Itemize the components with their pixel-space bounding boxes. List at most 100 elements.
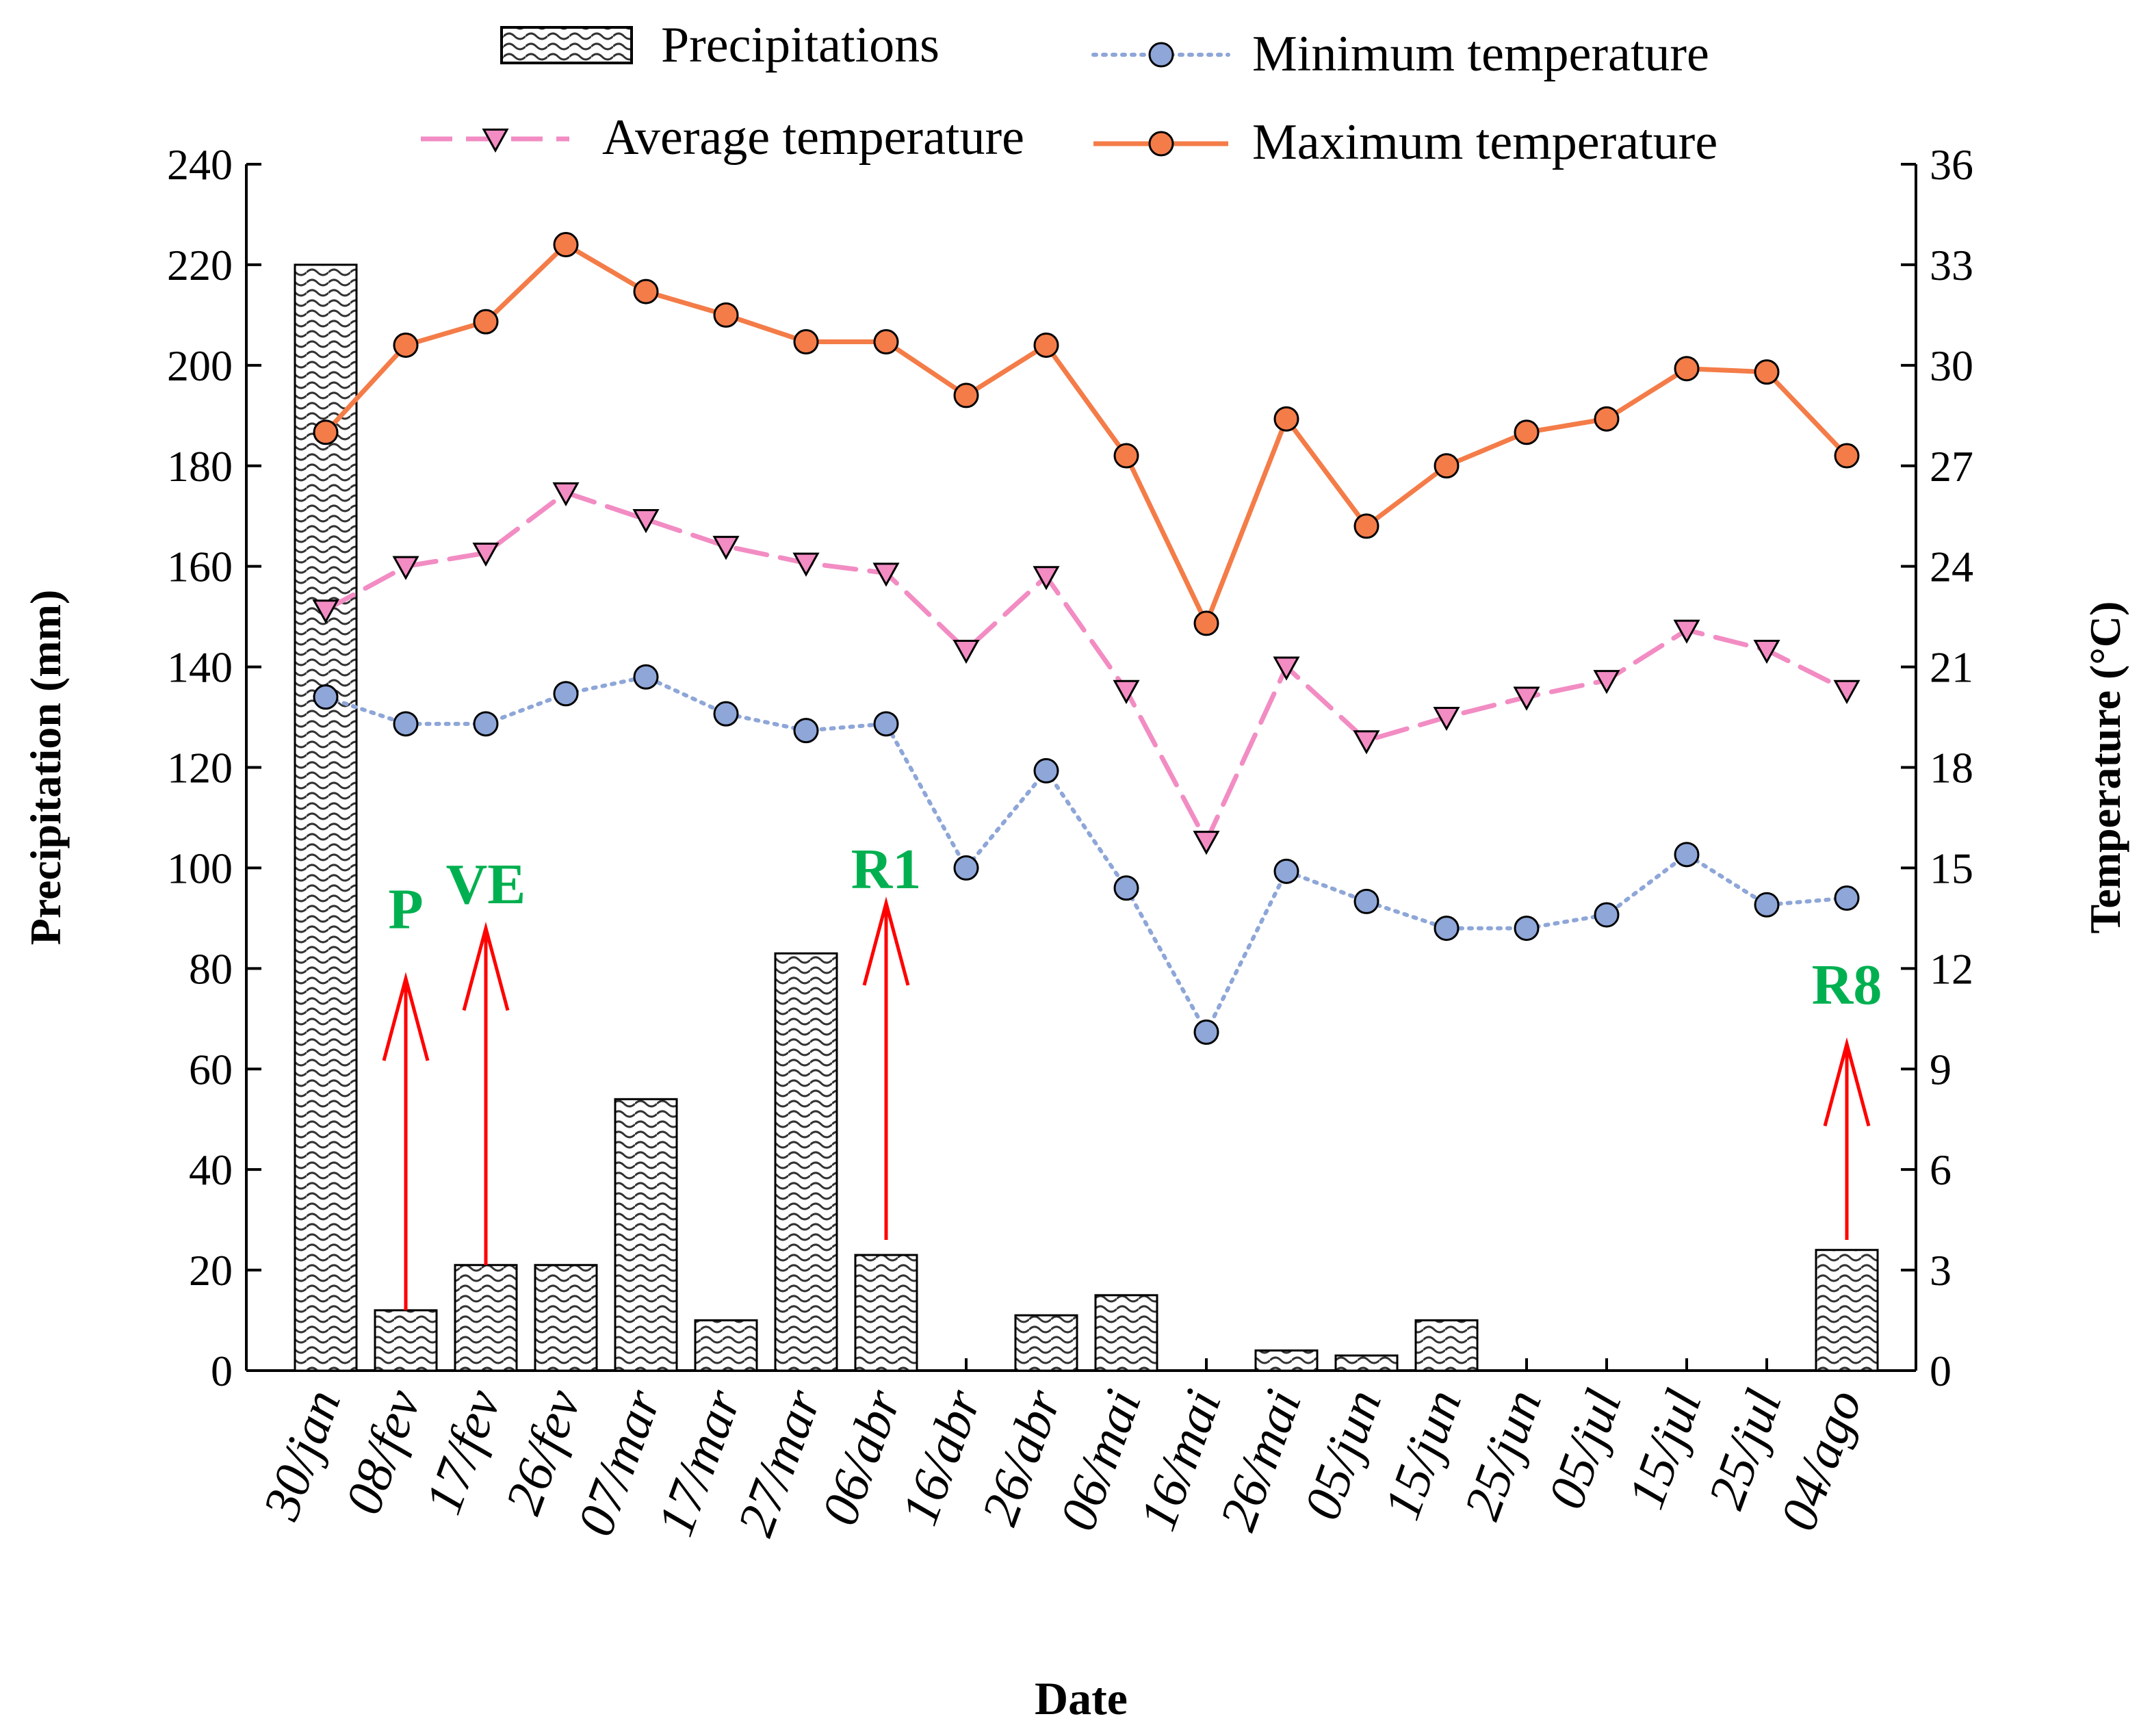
left-y-tick-label: 200: [167, 341, 233, 390]
right-y-tick-label: 27: [1930, 442, 1973, 491]
legend-precipitation-swatch: [500, 26, 633, 64]
avg-temperature-point: [1193, 831, 1220, 855]
avg-temperature-point: [1273, 656, 1300, 681]
stage-arrow-head: [382, 972, 430, 1061]
right-y-tick-label: 30: [1930, 341, 1973, 390]
legend-avg-label: Average temperature: [602, 109, 1024, 166]
avg-temperature-line: [323, 490, 1850, 847]
precipitation-bar: [294, 263, 358, 1372]
precipitation-bar: [1254, 1349, 1319, 1372]
min-temperature-point: [953, 855, 979, 881]
left-y-tick-label: 140: [167, 643, 233, 692]
avg-temperature-point: [1513, 686, 1540, 711]
min-temperature-point: [1273, 858, 1299, 884]
avg-temperature-point: [792, 552, 820, 577]
avg-temperature-point: [1833, 679, 1861, 704]
max-temperature-point: [633, 278, 659, 305]
right-y-tick-label: 0: [1930, 1347, 1952, 1395]
max-temperature-point: [393, 332, 419, 358]
legend-max-label: Maximum temperature: [1252, 114, 1717, 170]
left-y-tick-label: 180: [167, 442, 233, 491]
right-y-tick-label: 24: [1930, 543, 1973, 591]
right-y-tick-label: 6: [1930, 1145, 1952, 1194]
precipitation-bar: [534, 1264, 598, 1372]
min-temperature-point: [713, 701, 739, 727]
temperature-lines: [312, 232, 1861, 1045]
avg-temperature-point: [552, 482, 580, 507]
max-temperature-point: [793, 329, 819, 355]
legend-max-marker: [1148, 131, 1174, 157]
max-temperature-point: [313, 419, 339, 445]
left-y-tick-label: 100: [167, 844, 233, 892]
max-temperature-point: [1834, 443, 1860, 469]
stage-label: R1: [851, 838, 922, 901]
max-temperature-point: [473, 309, 499, 335]
max-temperature-point: [953, 383, 979, 409]
min-temperature-point: [1594, 902, 1620, 928]
avg-temperature-point: [1353, 730, 1380, 755]
max-temperature-point: [1033, 332, 1059, 358]
avg-temperature-point: [712, 536, 740, 560]
max-temperature-point: [873, 329, 899, 355]
precipitation-bar: [1334, 1354, 1399, 1372]
precipitation-bar: [1414, 1319, 1479, 1372]
stage-arrow-head: [1823, 1037, 1871, 1127]
right-y-tick-label: 18: [1930, 744, 1973, 792]
precipitation-bar: [1014, 1314, 1078, 1372]
right-y-tick-label: 21: [1930, 643, 1973, 692]
precipitation-bar: [374, 1309, 438, 1372]
avg-temperature-point: [472, 542, 500, 567]
avg-temperature-point: [1113, 679, 1140, 704]
avg-temperature-point: [1753, 639, 1780, 664]
avg-temperature-point: [392, 556, 419, 580]
max-temperature-point: [553, 232, 579, 258]
x-axis-title: Date: [1035, 1672, 1128, 1724]
max-temperature-line: [323, 242, 1850, 630]
max-temperature-point: [1674, 356, 1700, 382]
precipitation-bar: [694, 1319, 758, 1372]
max-temperature-point: [1113, 443, 1139, 469]
max-temperature-point: [1754, 359, 1780, 385]
max-temperature-point: [713, 302, 739, 328]
left-y-axis-title: Precipitation (mm): [21, 590, 70, 946]
precipitation-bars: [294, 263, 1879, 1372]
right-y-tick-label: 9: [1930, 1045, 1952, 1093]
max-temperature-point: [1594, 406, 1620, 432]
right-y-tick-label: 15: [1930, 844, 1973, 892]
min-temperature-line: [324, 675, 1849, 1037]
left-y-tick-label: 60: [189, 1045, 233, 1093]
right-y-tick-label: 36: [1930, 140, 1973, 189]
left-y-tick-label: 0: [211, 1347, 233, 1395]
legend: Precipitations Minimum temperature Average…: [421, 17, 1717, 170]
left-y-tick-label: 120: [167, 744, 233, 792]
legend-min-marker: [1148, 42, 1174, 68]
left-y-tick-label: 20: [189, 1246, 233, 1295]
min-temperature-point: [313, 684, 339, 710]
min-temperature-point: [633, 664, 659, 690]
min-temperature-point: [1193, 1019, 1219, 1045]
min-temperature-point: [1834, 885, 1860, 911]
min-temperature-point: [1353, 888, 1379, 914]
min-temperature-point: [1514, 916, 1540, 942]
legend-precipitation-label: Precipitations: [661, 17, 939, 73]
stage-label: VE: [446, 853, 526, 916]
avg-temperature-point: [1593, 670, 1620, 695]
min-temperature-point: [1674, 842, 1700, 868]
phenology-annotations: P VE R1 R8: [382, 838, 1882, 1310]
min-temperature-point: [393, 711, 419, 737]
min-temperature-point: [1434, 916, 1460, 942]
left-y-tick-label: 240: [167, 140, 233, 189]
precipitation-bar: [454, 1264, 518, 1372]
right-y-axis-title: Temperature (°C): [2081, 601, 2129, 934]
left-y-tick-label: 40: [189, 1145, 233, 1194]
x-tick-label: 30/jan: [252, 1382, 352, 1527]
min-temperature-point: [793, 718, 819, 744]
precipitation-bar: [1815, 1249, 1879, 1372]
stage-label: P: [388, 878, 423, 942]
avg-temperature-point: [872, 562, 900, 587]
min-temperature-point: [1033, 757, 1059, 783]
legend-min-label: Minimum temperature: [1252, 26, 1709, 82]
right-y-tick-label: 12: [1930, 944, 1973, 993]
max-temperature-point: [1273, 406, 1299, 432]
